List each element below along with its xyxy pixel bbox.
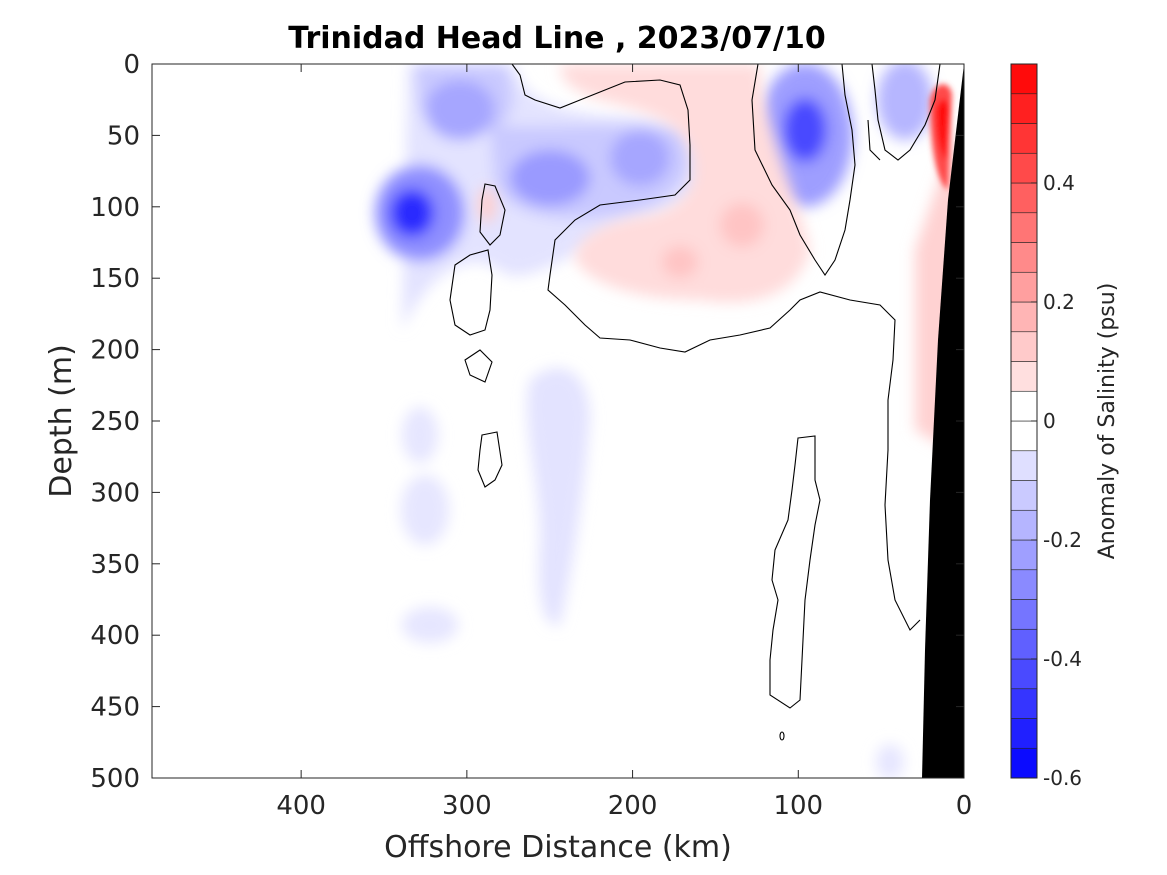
colorbar-swatch [1010,628,1038,660]
y-tick-label: 450 [90,693,140,723]
weak-fresh-patch-west-2 [401,475,449,545]
y-tick-label: 500 [90,764,140,794]
x-axis: 400 300 200 100 0 [276,64,972,821]
x-tick-label: 400 [276,791,326,821]
colorbar-swatch [1010,242,1038,273]
low-salinity-core-shelf-inner [783,98,827,162]
high-salinity-core-shelf [720,203,764,247]
zero-contour-loop-6 [779,731,785,741]
y-tick-label: 250 [90,407,140,437]
colorbar-swatch [1010,569,1038,600]
colorbar-swatch [1010,599,1038,630]
y-tick-label: 100 [90,193,140,223]
zero-contours [449,64,941,741]
y-tick-label: 300 [90,478,140,508]
colorbar-tick-label: 0 [1043,409,1056,433]
zero-contour-nearshore [871,64,941,161]
y-tick-label: 200 [90,336,140,366]
x-tick-label: 200 [608,791,658,821]
colorbar-swatch [1010,480,1038,511]
colorbar-swatch [1010,658,1038,690]
y-axis: 0 50 100 150 200 250 300 350 400 450 500 [90,50,964,794]
colorbar-swatch [1010,301,1038,333]
high-salinity-core-mid [662,246,698,278]
zero-contour-shelf [751,64,856,276]
zero-contour-loop-2 [449,249,493,336]
weak-fresh-patch-central [527,368,590,626]
colorbar [1010,63,1038,779]
high-salinity-core-coastal-inner [936,99,949,160]
colorbar-label: Anomaly of Salinity (psu) [1095,283,1120,560]
colorbar-swatch [1010,182,1038,214]
x-tick-label: 300 [442,791,492,821]
x-tick-label: 100 [773,791,823,821]
colorbar-tick-label: 0.4 [1043,171,1075,195]
x-tick-label: 0 [956,791,973,821]
colorbar-tick-label: -0.2 [1043,528,1082,552]
zero-contour-loop-4 [477,431,503,488]
colorbar-frame [1010,63,1038,779]
zero-contour-nearshore-2 [867,119,881,161]
colorbar-tick-label: 0.2 [1043,290,1075,314]
colorbar-ticks: -0.6 -0.4 -0.2 0 0.2 0.4 [1031,171,1082,790]
y-tick-label: 0 [123,50,140,80]
colorbar-swatch [1010,747,1038,779]
salinity-anomaly-field [375,64,964,778]
y-tick-label: 350 [90,550,140,580]
zero-contour-loop-5 [769,435,821,709]
x-axis-label: Offshore Distance (km) [384,830,732,865]
chart-title: Trinidad Head Line , 2023/07/10 [288,21,825,56]
zero-contour-loop-3 [464,349,493,383]
weak-fresh-patch-west-3 [402,607,458,643]
y-tick-label: 400 [90,621,140,651]
y-tick-label: 50 [107,121,140,151]
low-salinity-core-middle [510,150,590,206]
weak-fresh-patch-west-1 [402,407,438,463]
bathymetry [922,64,964,778]
colorbar-swatch [1010,539,1038,571]
colorbar-swatch [1010,212,1038,243]
colorbar-swatch [1010,688,1038,719]
colorbar-swatch [1010,450,1038,481]
colorbar-swatch [1010,63,1038,95]
colorbar-swatch [1010,93,1038,124]
zero-contour-loop-1 [479,183,506,246]
zero-contour-main [511,64,921,631]
colorbar-tick-label: -0.4 [1043,647,1082,671]
colorbar-swatch [1010,420,1038,452]
colorbar-swatch [1010,361,1038,392]
colorbar-swatch [1010,331,1038,362]
y-tick-label: 150 [90,264,140,294]
low-salinity-core-nearshore [877,64,933,140]
low-salinity-core-east [610,130,670,186]
colorbar-swatch [1010,509,1038,541]
low-salinity-core-west-inner [390,189,434,237]
low-salinity-core-north [425,80,495,140]
colorbar-tick-label: -0.6 [1043,766,1082,790]
colorbar-swatch [1010,152,1038,184]
y-axis-label: Depth (m) [44,344,79,498]
colorbar-swatch [1010,718,1038,749]
colorbar-swatch [1010,271,1038,303]
colorbar-swatch [1010,390,1038,422]
weak-fresh-patch-bottom [876,744,904,778]
colorbar-swatch [1010,123,1038,154]
